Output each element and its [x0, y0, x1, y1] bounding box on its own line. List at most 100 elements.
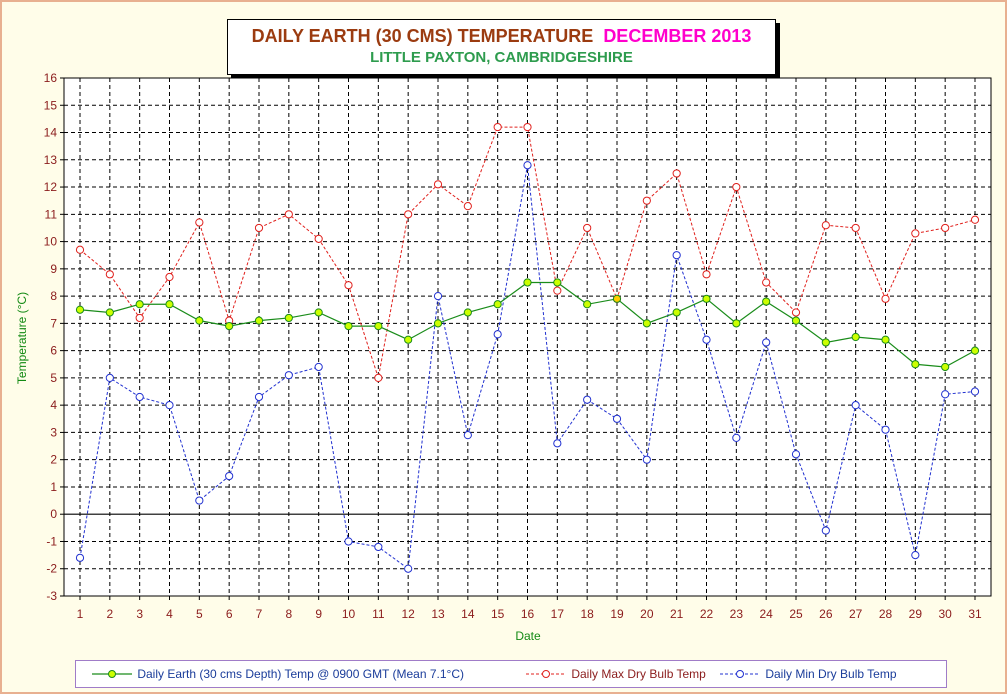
legend-earth-swatch	[92, 669, 132, 678]
x-tick-label: 27	[849, 607, 863, 621]
y-axis-label: Temperature (°C)	[15, 291, 29, 385]
y-tick-label: 15	[44, 98, 58, 112]
data-point-earth	[612, 294, 622, 303]
data-point-earth	[463, 308, 472, 317]
data-point-earth	[583, 300, 592, 309]
data-point-earth	[553, 278, 562, 287]
data-point-earth	[105, 308, 114, 317]
data-point-max	[105, 270, 114, 279]
data-point-min	[851, 401, 860, 410]
data-point-earth	[75, 305, 85, 314]
data-point-max	[791, 308, 801, 317]
y-tick-label: 3	[50, 425, 57, 439]
legend-min-label: Daily Min Dry Bulb Temp	[765, 666, 897, 681]
data-point-min	[523, 161, 532, 170]
data-point-earth	[374, 321, 383, 331]
data-point-max	[970, 215, 980, 224]
legend-item-earth: Daily Earth (30 cms Depth) Temp @ 0900 G…	[90, 666, 464, 681]
x-tick-label: 16	[521, 607, 535, 621]
data-point-earth	[135, 300, 144, 309]
data-point-earth	[404, 335, 413, 344]
x-tick-label: 12	[401, 607, 415, 621]
data-point-earth	[493, 300, 502, 309]
x-tick-label: 10	[342, 607, 356, 621]
data-point-min	[553, 439, 562, 448]
x-tick-label: 11	[372, 607, 385, 621]
x-tick-label: 14	[461, 607, 475, 621]
x-tick-label: 25	[789, 607, 803, 621]
legend-item-max: Daily Max Dry Bulb Temp	[524, 666, 706, 681]
x-tick-label: 24	[759, 607, 773, 621]
data-point-earth	[642, 319, 651, 328]
data-point-earth	[344, 321, 353, 331]
x-tick-label: 17	[551, 607, 565, 621]
data-point-max	[314, 234, 323, 243]
data-point-min	[791, 450, 801, 459]
y-tick-label: 12	[44, 180, 58, 194]
data-point-max	[672, 169, 681, 178]
x-tick-label: 22	[700, 607, 714, 621]
y-tick-label: 9	[50, 262, 57, 276]
data-point-earth	[225, 321, 234, 331]
data-point-min	[284, 371, 293, 380]
x-tick-label: 21	[670, 607, 684, 621]
x-tick-label: 18	[580, 607, 594, 621]
data-point-min	[911, 551, 920, 560]
data-point-min	[762, 338, 771, 347]
data-point-max	[493, 122, 502, 132]
data-point-earth	[284, 313, 293, 323]
x-tick-label: 23	[730, 607, 744, 621]
y-tick-label: 16	[44, 71, 58, 85]
y-tick-label: -3	[46, 589, 57, 603]
x-axis-label: Date	[515, 629, 541, 643]
data-point-min	[254, 392, 264, 402]
data-point-min	[105, 373, 114, 382]
data-point-max	[851, 223, 860, 233]
data-point-earth	[970, 346, 980, 355]
data-point-min	[135, 392, 144, 402]
data-point-min	[493, 330, 502, 339]
chart-subtitle: LITTLE PAXTON, CAMBRIDGESHIRE	[370, 49, 633, 66]
x-tick-label: 29	[909, 607, 923, 621]
data-point-earth	[821, 338, 830, 347]
x-tick-label: 30	[938, 607, 952, 621]
x-tick-label: 8	[285, 607, 292, 621]
chart-title: DAILY EARTH (30 CMS) TEMPERATURE	[251, 26, 594, 46]
data-point-earth	[672, 308, 681, 317]
y-tick-label: 13	[44, 153, 58, 167]
data-point-min	[433, 292, 443, 301]
data-point-max	[642, 196, 651, 205]
legend-item-min: Daily Min Dry Bulb Temp	[718, 666, 897, 681]
x-tick-label: 6	[226, 607, 233, 621]
x-tick-label: 9	[315, 607, 322, 621]
data-point-earth	[881, 335, 890, 344]
x-tick-label: 31	[968, 607, 982, 621]
data-point-earth	[941, 362, 950, 372]
data-point-min	[463, 431, 472, 440]
data-point-max	[195, 218, 204, 227]
y-tick-label: 8	[50, 289, 57, 303]
data-point-min	[374, 542, 383, 552]
y-tick-label: 14	[44, 126, 58, 140]
data-point-earth	[762, 297, 771, 306]
data-point-earth	[791, 316, 801, 325]
chart-title-month: DECEMBER 2013	[603, 26, 752, 46]
y-tick-label: 4	[50, 398, 57, 412]
legend-min-swatch	[720, 669, 760, 678]
data-point-min	[404, 564, 413, 573]
y-tick-label: 0	[50, 507, 57, 521]
chart-title-box: DAILY EARTH (30 CMS) TEMPERATURE DECEMBER…	[227, 19, 776, 75]
x-tick-label: 20	[640, 607, 654, 621]
x-tick-label: 13	[431, 607, 445, 621]
x-tick-label: 7	[256, 607, 263, 621]
data-point-earth	[165, 300, 174, 309]
data-point-min	[642, 455, 651, 464]
data-point-max	[463, 202, 472, 211]
y-tick-label: 7	[50, 316, 57, 330]
data-point-max	[583, 223, 592, 233]
chart-legend: Daily Earth (30 cms Depth) Temp @ 0900 G…	[75, 660, 947, 688]
x-tick-label: 1	[77, 607, 84, 621]
data-point-earth	[523, 278, 532, 287]
data-point-min	[672, 251, 681, 260]
